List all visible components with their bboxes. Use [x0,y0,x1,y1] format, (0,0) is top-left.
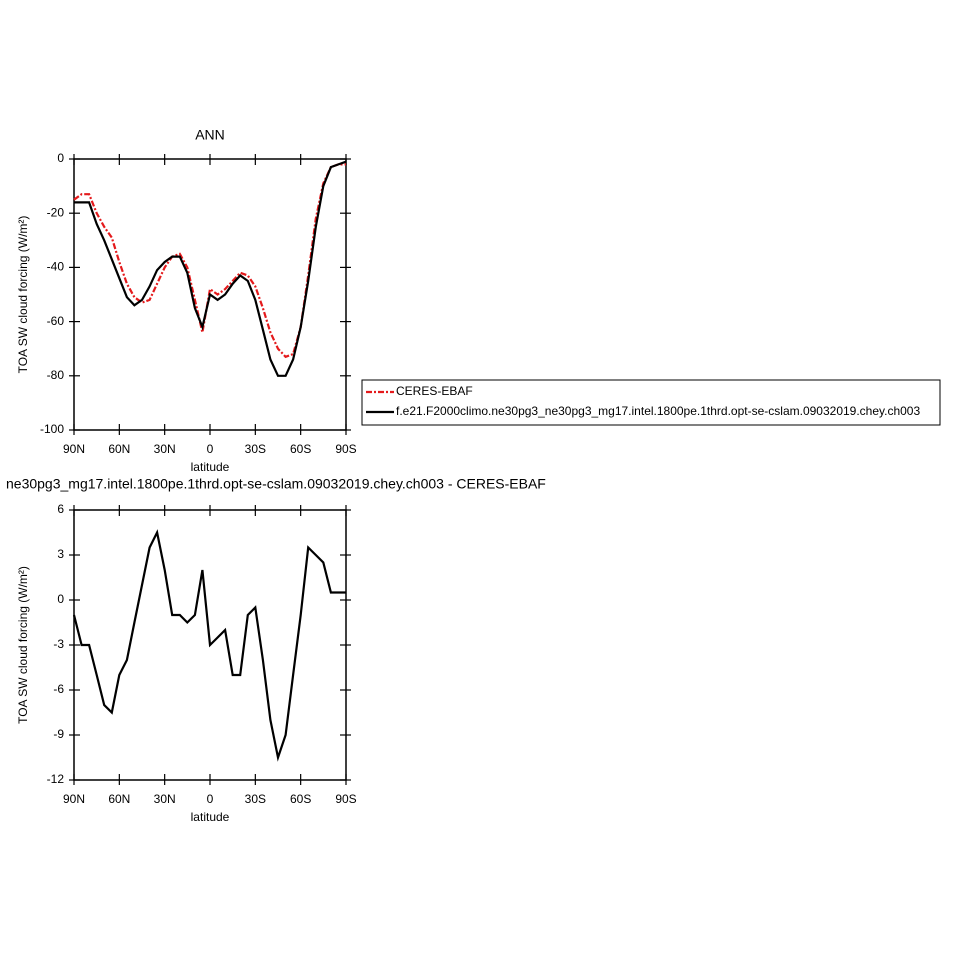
x-axis-label: latitude [191,810,230,824]
y-tick-label: -12 [47,772,65,786]
y-axis-label: TOA SW cloud forcing (W/m²) [16,216,30,374]
legend-label: f.e21.F2000climo.ne30pg3_ne30pg3_mg17.in… [396,404,920,418]
x-tick-label: 90N [63,792,85,806]
x-tick-label: 0 [207,442,214,456]
y-tick-label: 6 [57,502,64,516]
y-tick-label: -40 [47,260,65,274]
x-tick-label: 30N [154,442,176,456]
y-tick-label: 0 [57,592,64,606]
y-axis-label: TOA SW cloud forcing (W/m²) [16,566,30,724]
x-tick-label: 30S [245,792,266,806]
y-tick-label: 3 [57,547,64,561]
y-tick-label: -6 [53,682,64,696]
x-tick-label: 30S [245,442,266,456]
y-tick-label: 0 [57,151,64,165]
x-tick-label: 60N [108,442,130,456]
data-line [73,163,346,359]
legend-label: CERES-EBAF [396,384,473,398]
chart-title: ne30pg3_mg17.intel.1800pe.1thrd.opt-se-c… [6,476,546,492]
y-tick-label: -20 [47,205,65,219]
y-tick-label: -9 [53,727,64,741]
chart-title: ANN [195,127,225,143]
x-tick-label: 30N [154,792,176,806]
data-line [74,160,347,377]
x-tick-label: 60S [290,442,311,456]
y-tick-label: -80 [47,368,65,382]
x-axis-label: latitude [191,460,230,474]
x-tick-label: 60N [108,792,130,806]
y-tick-label: -3 [53,637,64,651]
x-tick-label: 60S [290,792,311,806]
y-tick-label: -60 [47,314,65,328]
legend-box [361,379,941,426]
x-tick-label: 90S [335,792,356,806]
data-line [72,529,346,762]
x-tick-label: 0 [207,792,214,806]
y-tick-label: -100 [40,422,64,436]
x-tick-label: 90N [63,442,85,456]
x-tick-label: 90S [335,442,356,456]
